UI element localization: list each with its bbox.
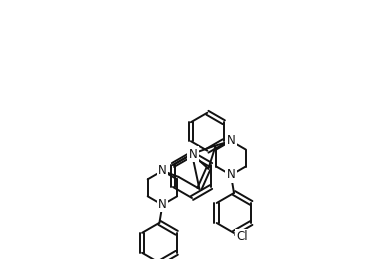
Text: N: N — [227, 134, 235, 147]
Text: N: N — [189, 147, 198, 161]
Text: N: N — [158, 164, 167, 177]
Text: N: N — [227, 134, 235, 147]
Text: N: N — [227, 169, 235, 182]
Text: N: N — [158, 198, 167, 211]
Text: Cl: Cl — [236, 231, 248, 243]
Text: N: N — [158, 164, 167, 177]
